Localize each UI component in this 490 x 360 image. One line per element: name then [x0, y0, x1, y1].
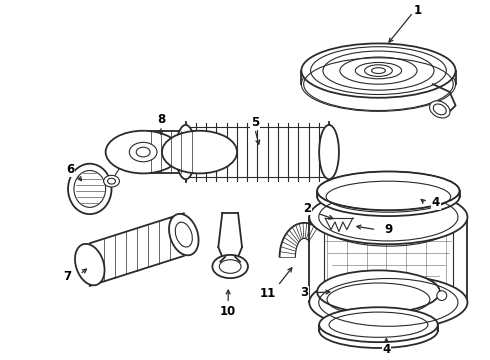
Ellipse shape [309, 190, 467, 244]
Ellipse shape [317, 278, 440, 321]
Circle shape [437, 291, 447, 301]
Text: 5: 5 [251, 117, 259, 130]
Ellipse shape [301, 57, 456, 111]
Ellipse shape [319, 313, 438, 348]
Ellipse shape [371, 68, 386, 73]
Text: 9: 9 [384, 223, 392, 236]
Ellipse shape [106, 131, 181, 174]
Text: 4: 4 [382, 343, 391, 356]
Ellipse shape [176, 125, 196, 179]
Ellipse shape [319, 307, 438, 342]
Ellipse shape [68, 164, 112, 214]
Ellipse shape [317, 270, 440, 313]
Ellipse shape [136, 147, 150, 157]
Text: 4: 4 [432, 196, 440, 209]
Ellipse shape [75, 244, 104, 285]
Ellipse shape [365, 65, 392, 76]
Text: 3: 3 [300, 286, 308, 299]
Text: 2: 2 [303, 202, 311, 215]
Text: 6: 6 [66, 163, 74, 176]
Ellipse shape [430, 101, 450, 118]
Text: 11: 11 [260, 287, 276, 300]
Ellipse shape [169, 214, 198, 255]
Ellipse shape [319, 125, 339, 179]
Text: 7: 7 [63, 270, 71, 283]
Text: 10: 10 [220, 305, 236, 318]
Text: 1: 1 [414, 4, 422, 17]
Ellipse shape [309, 275, 467, 329]
Ellipse shape [317, 177, 460, 216]
Ellipse shape [317, 171, 460, 210]
Text: p: p [408, 283, 414, 292]
Ellipse shape [103, 175, 120, 187]
Ellipse shape [162, 131, 237, 174]
Text: 8: 8 [157, 113, 165, 126]
Ellipse shape [301, 44, 456, 98]
Ellipse shape [129, 142, 157, 162]
Ellipse shape [212, 255, 248, 278]
